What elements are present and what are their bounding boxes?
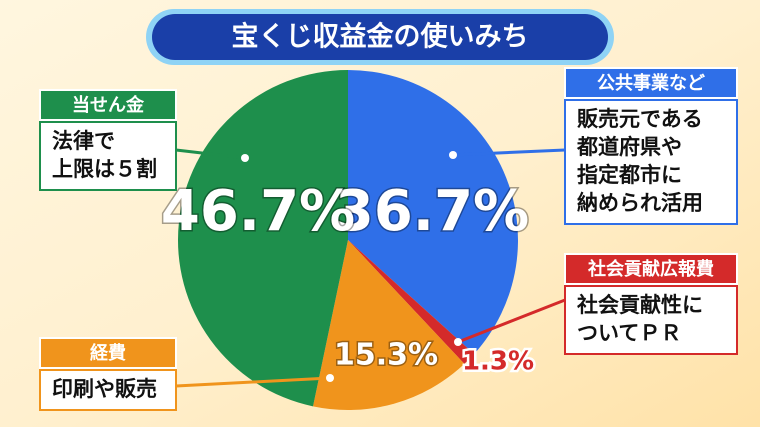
callout-text: ついてＰＲ [577,321,681,345]
callout-body [39,121,177,191]
callout-title: 公共事業など [597,72,705,94]
callout-title: 経費 [90,342,126,364]
callout-text: 法律で [52,129,115,153]
leader-dot [241,154,249,162]
leader-dot [449,151,457,159]
leader-line [457,298,566,344]
pie: 36.7% 1.3% 15.3% 46.7% [159,70,537,411]
callout-text: 販売元である [577,107,703,131]
pie-slice [313,240,465,411]
callout-text: 印刷や販売 [52,377,157,401]
callout-text: 指定都市に [577,163,682,187]
callout-title: 当せん金 [72,94,145,116]
callout-text: 納められ活用 [577,191,703,215]
callouts: 公共事業など販売元である都道府県や指定都市に納められ活用社会貢献広報費社会貢献性… [39,67,738,411]
callout-header [564,67,738,99]
callout-header [564,253,738,285]
leader-dot [326,374,334,382]
callout-header [39,89,177,121]
leader-line [175,148,246,160]
callout-body [39,369,177,411]
value-label: 36.7% [335,179,529,244]
leader-dot [454,338,462,346]
title-box [152,14,608,60]
callout-body [564,99,738,225]
pie-slice [348,70,518,355]
pie-slice [348,240,475,364]
value-label: 15.3% [334,338,438,373]
callout-text: 社会貢献性に [576,293,703,317]
callout-title: 社会貢献広報費 [588,258,714,280]
callout-text: 都道府県や [576,135,682,159]
leader-line [452,148,566,157]
callout-text: 上限は５割 [52,157,157,181]
callout-header [39,337,177,369]
value-label: 1.3% [462,347,534,377]
callout-body [564,285,738,355]
chart-title: 宝くじ収益金の使いみち [232,21,529,53]
leader-line [175,376,331,388]
value-label: 46.7% [161,179,355,244]
